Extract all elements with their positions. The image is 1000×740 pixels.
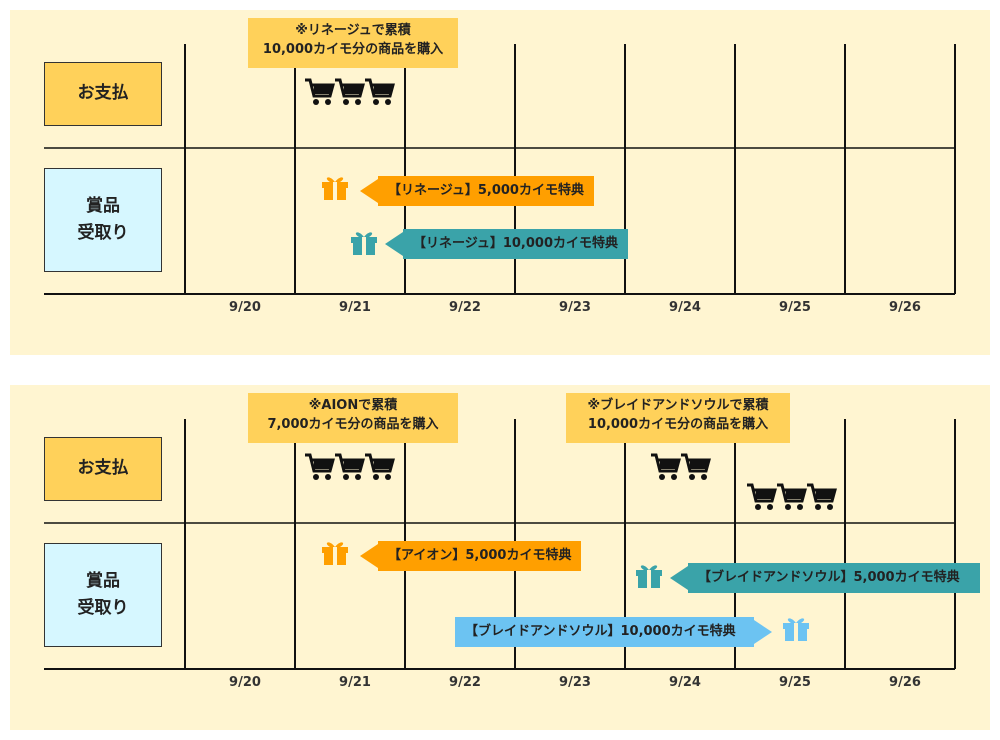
shopping-cart-icon (305, 453, 335, 480)
shopping-cart-icon (681, 453, 711, 480)
reward-arrow-left (670, 566, 688, 590)
date-label: 9/25 (779, 300, 811, 315)
date-label: 9/23 (559, 675, 591, 690)
gift-icon (351, 232, 377, 255)
note-line2: 10,000カイモ分の商品を購入 (587, 417, 769, 432)
payment-label-text: お支払 (77, 83, 129, 104)
purchase-condition-note: ※リネージュで累積 10,000カイモ分の商品を購入 (248, 18, 458, 68)
timeline-panel-aion-bns: お支払 賞品 受取り ※AIONで累積 7,000カイモ分の商品を購入 ※ブレイ… (10, 385, 990, 730)
shopping-cart-icon (305, 78, 335, 105)
date-label: 9/20 (229, 300, 261, 315)
payment-label-text: お支払 (77, 458, 129, 479)
reward-arrow-left (360, 179, 378, 203)
note-line1: ※ブレイドアンドソウルで累積 (587, 398, 769, 413)
reward-arrow-left (360, 544, 378, 568)
shopping-cart-icon (365, 78, 395, 105)
date-label: 9/23 (559, 300, 591, 315)
prize-row-label: 賞品 受取り (44, 168, 162, 272)
prize-label-line2: 受取り (77, 223, 129, 243)
shopping-cart-icon (747, 483, 777, 510)
shopping-cart-icon (365, 453, 395, 480)
date-label: 9/24 (669, 675, 701, 690)
prize-label-line1: 賞品 (86, 195, 120, 216)
date-label: 9/20 (229, 675, 261, 690)
purchase-condition-note: ※ブレイドアンドソウルで累積 10,000カイモ分の商品を購入 (566, 393, 790, 443)
shopping-cart-icon-group (747, 483, 837, 510)
date-label: 9/26 (889, 300, 921, 315)
payment-row-label: お支払 (44, 62, 162, 126)
reward-tag-aion-5000: 【アイオン】5,000カイモ特典 (378, 541, 582, 571)
reward-arrow-left (385, 232, 403, 256)
reward-arrow-right (754, 620, 772, 644)
note-line1: ※AIONで累積 (308, 398, 398, 413)
purchase-condition-note: ※AIONで累積 7,000カイモ分の商品を購入 (248, 393, 458, 443)
date-label: 9/22 (449, 675, 481, 690)
shopping-cart-icon (777, 483, 807, 510)
date-label: 9/24 (669, 300, 701, 315)
reward-tag-lineage-10000: 【リネージュ】10,000カイモ特典 (403, 229, 628, 259)
date-label: 9/21 (339, 675, 371, 690)
note-line2: 10,000カイモ分の商品を購入 (262, 42, 444, 57)
gift-icon (322, 542, 348, 565)
date-label: 9/21 (339, 300, 371, 315)
date-label: 9/25 (779, 675, 811, 690)
timeline-panel-lineage: お支払 賞品 受取り ※リネージュで累積 10,000カイモ分の商品を購入 (10, 10, 990, 355)
prize-label-line2: 受取り (77, 598, 129, 618)
timeline-grid (44, 44, 956, 295)
note-line2: 7,000カイモ分の商品を購入 (267, 417, 439, 432)
reward-tag-bns-5000: 【ブレイドアンドソウル】5,000カイモ特典 (688, 563, 980, 593)
payment-row-label: お支払 (44, 437, 162, 501)
reward-tag-bns-10000: 【ブレイドアンドソウル】10,000カイモ特典 (455, 617, 754, 647)
shopping-cart-icon-group (651, 453, 711, 480)
shopping-cart-icon (807, 483, 837, 510)
shopping-cart-icon (335, 453, 365, 480)
reward-tag-lineage-5000: 【リネージュ】5,000カイモ特典 (378, 176, 594, 206)
shopping-cart-icon-group (305, 453, 395, 480)
shopping-cart-icon (651, 453, 681, 480)
gift-icon (783, 618, 809, 641)
prize-label-line1: 賞品 (86, 570, 120, 591)
note-line1: ※リネージュで累積 (295, 23, 411, 38)
prize-row-label: 賞品 受取り (44, 543, 162, 647)
shopping-cart-icon-group (305, 78, 395, 105)
shopping-cart-icon (335, 78, 365, 105)
date-label: 9/22 (449, 300, 481, 315)
gift-icon (322, 177, 348, 200)
gift-icon (636, 565, 662, 588)
date-label: 9/26 (889, 675, 921, 690)
